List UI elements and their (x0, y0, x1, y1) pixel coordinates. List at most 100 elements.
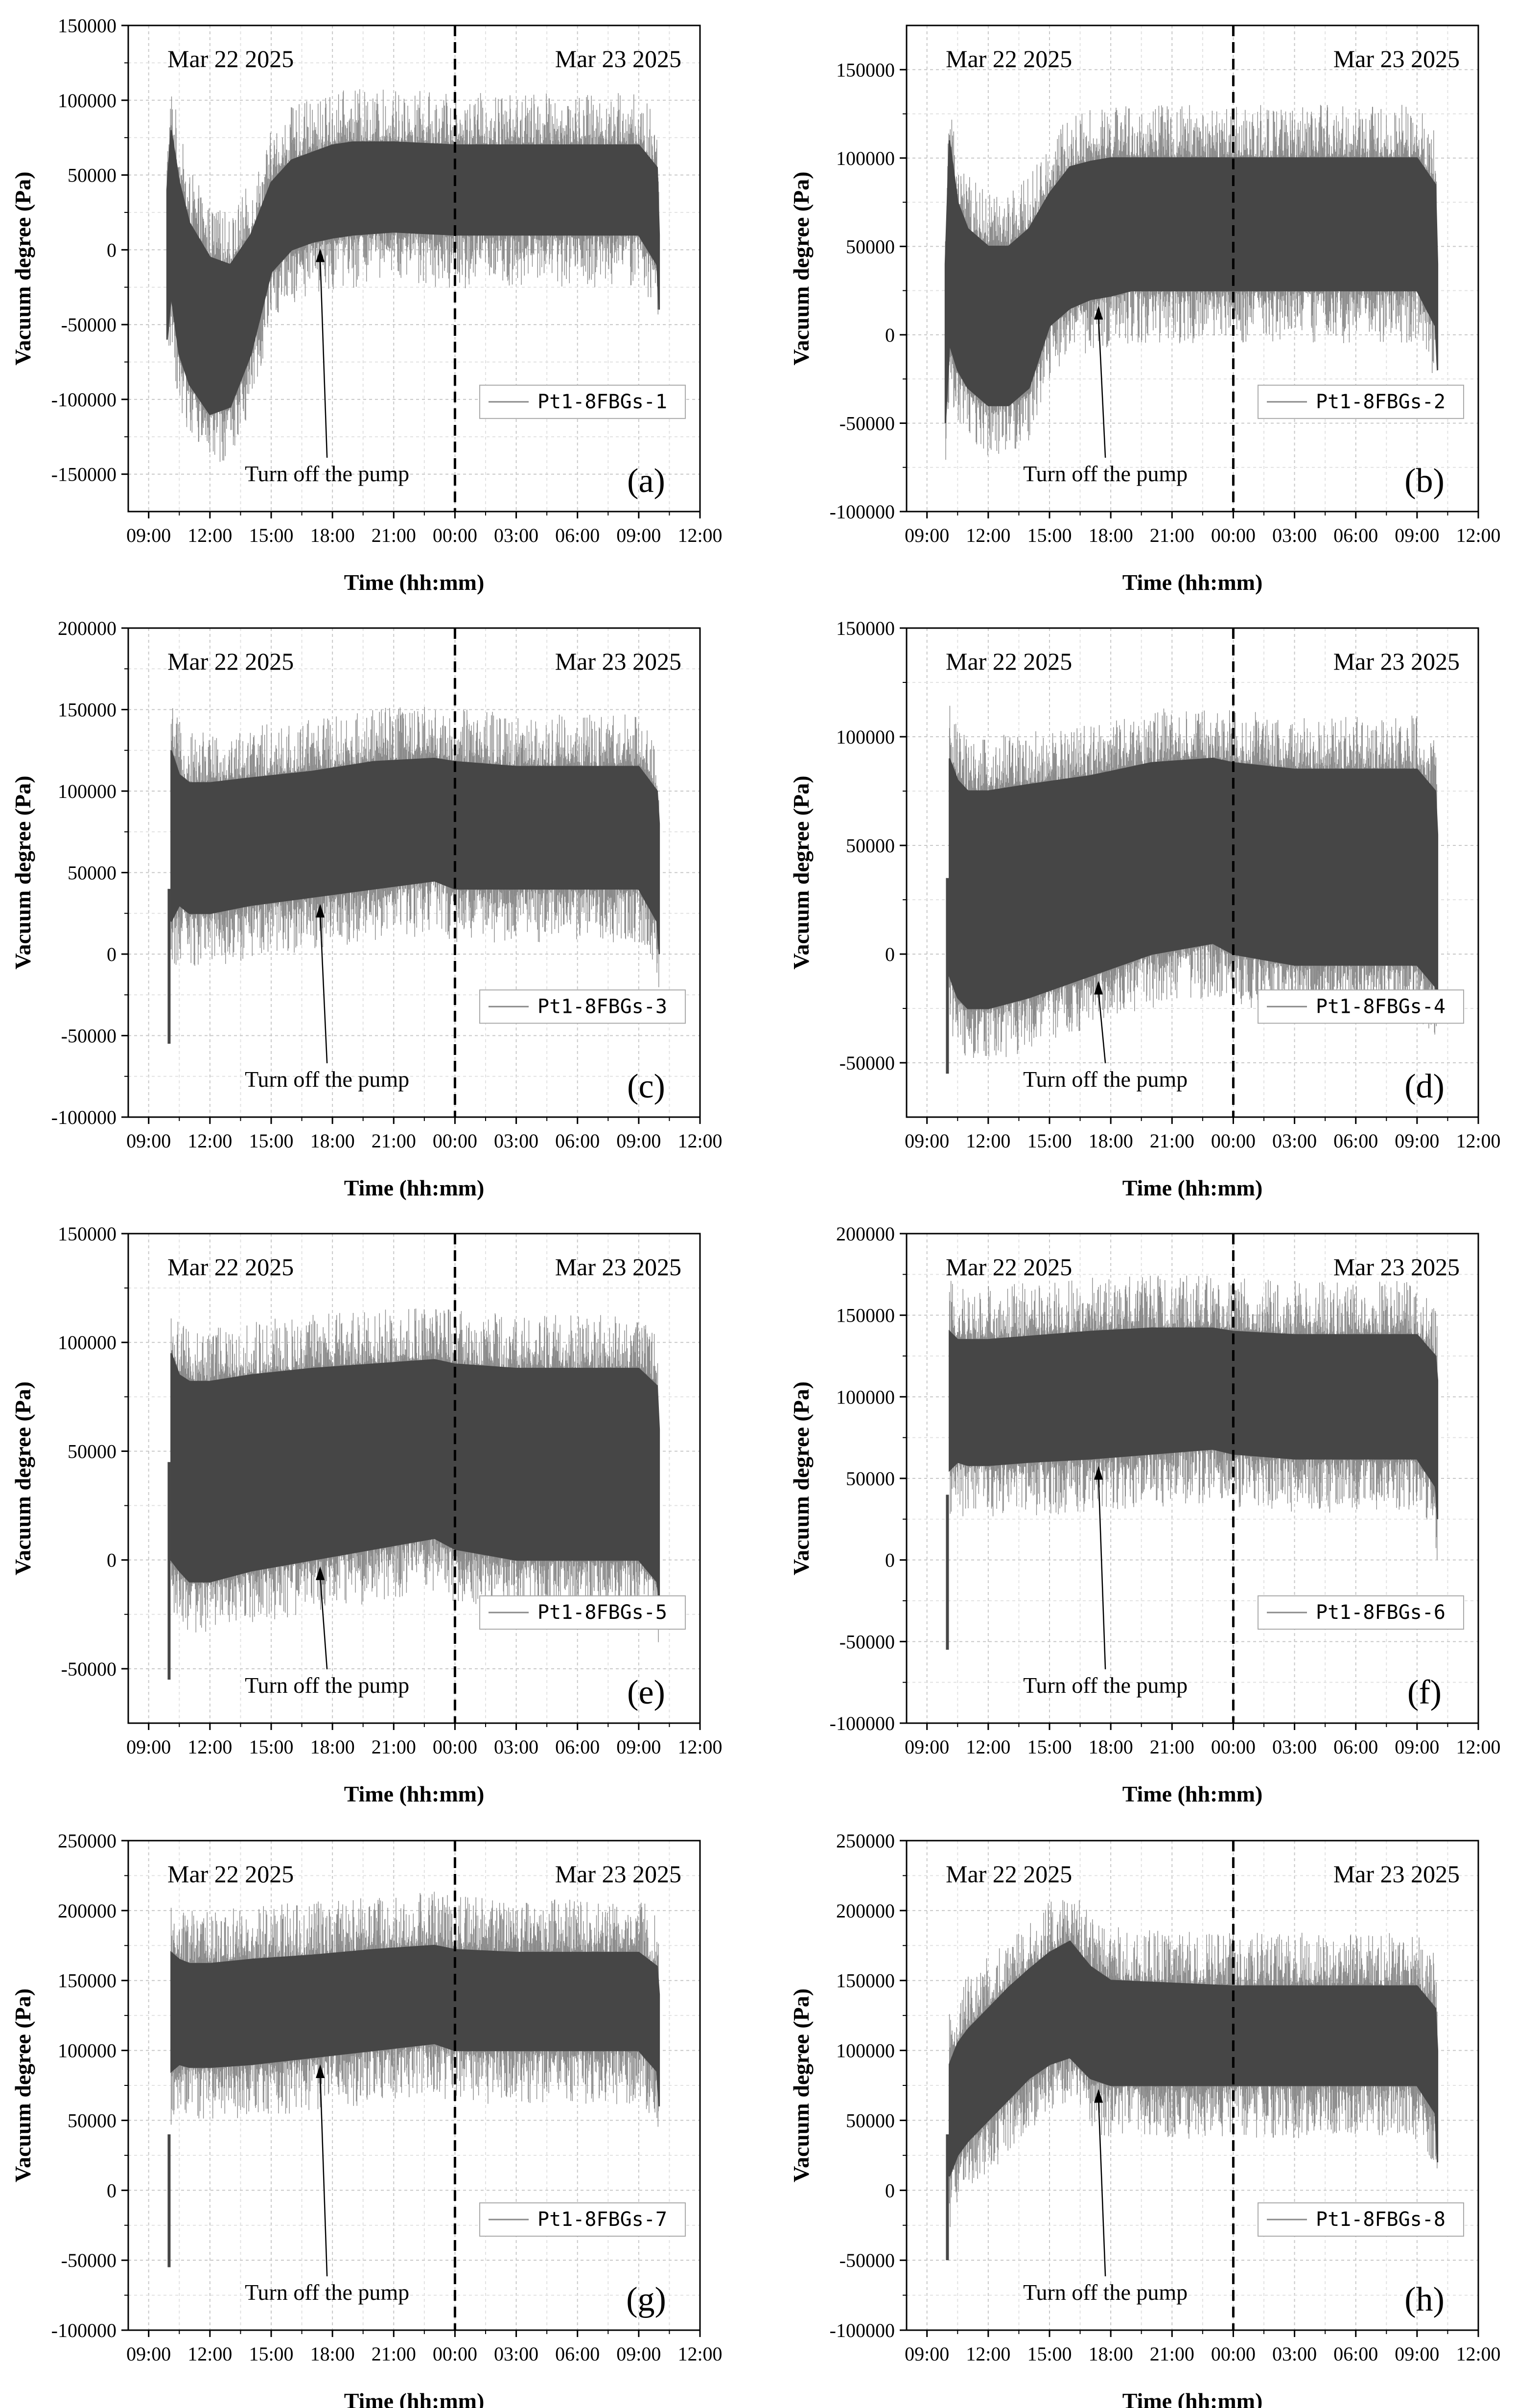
date-label-right: Mar 23 2025 (1333, 1253, 1460, 1281)
y-tick-label: 150000 (836, 617, 895, 639)
y-axis-title: Vacuum degree (Pa) (789, 1988, 814, 2182)
date-label-left: Mar 22 2025 (946, 648, 1072, 675)
signal-band (170, 1353, 660, 1604)
chart-panel-6: 09:00 12:00 15:00 18:00 21:00 00:00 03:00 06:00… (10, 1830, 723, 2408)
panel-letter: (e) (627, 1674, 665, 1711)
y-tick-label: 0 (107, 2179, 117, 2201)
y-axis-title: Vacuum degree (Pa) (789, 1381, 814, 1575)
x-tick-label: 12:00 (966, 524, 1010, 546)
y-tick-label: -50000 (61, 2249, 117, 2271)
plot-frame (127, 1233, 701, 1724)
x-tick-label: 06:00 (555, 2343, 600, 2365)
x-tick-label: 15:00 (249, 2343, 293, 2365)
panel-letter: (c) (627, 1068, 665, 1105)
x-tick-label: 09:00 (1395, 1736, 1439, 1758)
x-axis-title: Time (hh:mm) (344, 1781, 485, 1806)
x-tick-label: 09:00 (126, 1130, 171, 1152)
date-label-left: Mar 22 2025 (946, 1860, 1072, 1888)
panel-letter: (a) (627, 462, 665, 500)
date-label-right: Mar 23 2025 (555, 45, 681, 72)
y-tick-label: -100000 (830, 501, 895, 523)
chart-panel-3: 09:00 12:00 15:00 18:00 21:00 00:00 03:00 06:00… (789, 617, 1501, 1200)
y-tick-label: 100000 (58, 780, 117, 802)
annotation-text: Turn off the pump (245, 2280, 409, 2305)
x-tick-label: 09:00 (616, 1130, 661, 1152)
y-tick-label: 150000 (836, 1970, 895, 1992)
y-tick-label: 200000 (58, 1900, 117, 1922)
x-tick-label: 00:00 (1211, 1130, 1256, 1152)
x-tick-label: 03:00 (1272, 1736, 1317, 1758)
x-tick-label: 12:00 (187, 2343, 232, 2365)
chart-panel-0: 09:00 12:00 15:00 18:00 21:00 00:00 03:00 06:00… (10, 15, 723, 595)
annotation-arrow-head (1094, 305, 1103, 320)
y-tick-label: 50000 (68, 862, 117, 884)
x-tick-label: 21:00 (1150, 524, 1194, 546)
y-tick-label: 250000 (836, 1830, 895, 1852)
x-tick-label: 12:00 (1456, 2343, 1500, 2365)
y-tick-label: -100000 (51, 389, 117, 411)
annotation-arrow-line (319, 914, 328, 1064)
x-axis-title: Time (hh:mm) (1122, 2388, 1263, 2408)
annotation-text: Turn off the pump (1023, 1673, 1188, 1698)
y-tick-label: -100000 (51, 2319, 117, 2341)
annotation-arrow-head (316, 248, 325, 262)
y-axis-title: Vacuum degree (Pa) (10, 171, 35, 365)
x-tick-label: 18:00 (310, 1736, 355, 1758)
x-tick-label: 12:00 (1456, 1130, 1500, 1152)
x-tick-label: 06:00 (555, 1736, 600, 1758)
y-tick-label: 50000 (68, 2109, 117, 2131)
y-tick-label: 200000 (836, 1223, 895, 1245)
x-tick-label: 21:00 (372, 524, 416, 546)
y-tick-label: 150000 (58, 15, 117, 37)
x-tick-label: 03:00 (494, 1736, 538, 1758)
y-tick-label: -50000 (61, 1025, 117, 1047)
legend-label: Pt1-8FBGs-1 (537, 391, 667, 413)
x-tick-label: 21:00 (372, 1130, 416, 1152)
x-tick-label: 21:00 (1150, 1736, 1194, 1758)
y-tick-label: 0 (885, 943, 895, 965)
date-label-right: Mar 23 2025 (555, 1253, 681, 1281)
y-tick-label: 0 (107, 1549, 117, 1571)
grid (128, 25, 700, 512)
x-tick-label: 09:00 (1395, 524, 1439, 546)
y-tick-label: 50000 (846, 2109, 895, 2131)
x-tick-label: 15:00 (1027, 1130, 1072, 1152)
date-label-right: Mar 23 2025 (1333, 648, 1460, 675)
plot-frame (906, 627, 1479, 1118)
y-tick-label: 100000 (836, 1386, 895, 1408)
date-label-right: Mar 23 2025 (1333, 1860, 1460, 1888)
x-tick-label: 21:00 (1150, 2343, 1194, 2365)
annotation-arrow-line (1097, 991, 1106, 1064)
x-axis-title: Time (hh:mm) (344, 570, 485, 595)
y-tick-label: 200000 (58, 617, 117, 639)
x-tick-label: 06:00 (1333, 1130, 1378, 1152)
date-label-left: Mar 22 2025 (167, 1860, 294, 1888)
y-tick-label: 100000 (58, 90, 117, 112)
x-tick-label: 09:00 (905, 2343, 949, 2365)
x-tick-label: 18:00 (1089, 524, 1133, 546)
annotation-arrow-line (319, 259, 328, 458)
annotation-arrow-head (1094, 1466, 1103, 1480)
x-tick-label: 21:00 (372, 1736, 416, 1758)
date-label-left: Mar 22 2025 (167, 1253, 294, 1281)
x-tick-label: 12:00 (1456, 1736, 1500, 1758)
y-tick-label: -100000 (830, 1712, 895, 1734)
y-tick-label: 0 (885, 324, 895, 346)
annotation-text: Turn off the pump (1023, 461, 1188, 486)
y-tick-label: -50000 (61, 314, 117, 336)
panel-letter: (d) (1404, 1068, 1445, 1105)
date-label-right: Mar 23 2025 (1333, 45, 1460, 72)
y-tick-label: 250000 (58, 1830, 117, 1852)
y-tick-label: 50000 (68, 164, 117, 187)
x-tick-label: 00:00 (1211, 524, 1256, 546)
date-label-right: Mar 23 2025 (555, 1860, 681, 1888)
x-tick-label: 12:00 (187, 524, 232, 546)
y-tick-label: 50000 (846, 1468, 895, 1490)
x-axis-title: Time (hh:mm) (344, 2388, 485, 2408)
y-tick-label: 0 (885, 1549, 895, 1571)
x-tick-label: 09:00 (905, 1736, 949, 1758)
x-tick-label: 18:00 (1089, 1130, 1133, 1152)
x-tick-label: 15:00 (1027, 2343, 1072, 2365)
x-tick-label: 00:00 (433, 524, 477, 546)
chart-panel-1: 09:00 12:00 15:00 18:00 21:00 00:00 03:00 06:00… (789, 24, 1501, 595)
